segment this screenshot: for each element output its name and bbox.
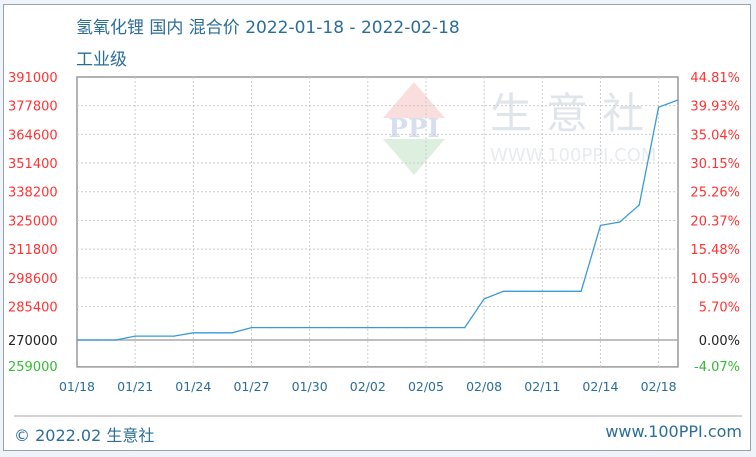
- data-point: [502, 290, 505, 292]
- series-line: [77, 99, 679, 341]
- data-point: [599, 224, 602, 227]
- y-left-tick-label: 364600: [8, 128, 58, 143]
- plot-border: [76, 76, 679, 368]
- data-point: [173, 335, 175, 337]
- data-point: [677, 99, 679, 101]
- watermark-brand: 生意社: [490, 89, 658, 138]
- x-tick-label: 02/08: [466, 379, 502, 394]
- data-point: [405, 327, 408, 329]
- x-tick-label: 02/14: [582, 379, 618, 394]
- x-tick-label: 01/27: [233, 379, 269, 394]
- y-right-tick-label: 15.48%: [690, 243, 740, 258]
- data-point: [464, 327, 466, 329]
- data-point: [76, 339, 78, 341]
- data-point: [95, 339, 97, 341]
- chart-frame: [3, 4, 751, 451]
- y-right-tick-label: -4.07%: [694, 360, 740, 375]
- x-tick-label: 02/11: [524, 379, 560, 394]
- x-tick-label: 01/18: [59, 379, 95, 394]
- y-right-tick-label: 30.15%: [690, 157, 740, 172]
- data-point: [134, 335, 136, 337]
- data-point: [115, 339, 117, 341]
- watermark: PPI 生意社 WWW.100PPI.COM: [383, 82, 658, 175]
- watermark-logo-up-icon: [383, 82, 445, 118]
- y-left-tick-label: 325000: [8, 214, 58, 229]
- y-left-tick-label: 311800: [8, 243, 58, 258]
- y-right-tick-label: 20.37%: [690, 214, 740, 229]
- data-point: [522, 290, 524, 292]
- x-tick-label: 02/02: [350, 379, 386, 394]
- data-point: [580, 290, 582, 292]
- y-left-tick-label: 377800: [8, 100, 58, 115]
- data-point: [309, 327, 311, 329]
- y-right-tick-label: 10.59%: [690, 272, 740, 287]
- data-point: [212, 332, 214, 334]
- data-point: [561, 290, 563, 292]
- data-point: [289, 327, 291, 329]
- x-tick-label: 02/05: [408, 379, 444, 394]
- data-point: [347, 327, 350, 329]
- watermark-logo-down-icon: [383, 139, 445, 175]
- data-point: [444, 327, 446, 329]
- x-tick-label: 01/30: [292, 379, 328, 394]
- x-tick-label: 02/18: [641, 379, 677, 394]
- footer-website[interactable]: www.100PPI.com: [605, 422, 742, 441]
- y-right-tick-label: 25.26%: [690, 186, 740, 201]
- y-right-tick-label: 44.81%: [690, 71, 740, 86]
- y-right-tick-label: 5.70%: [699, 301, 740, 316]
- watermark-logo-text: PPI: [388, 114, 439, 144]
- data-point: [328, 327, 330, 329]
- x-tick-label: 01/24: [175, 379, 211, 394]
- data-point: [270, 327, 272, 329]
- data-point: [425, 327, 427, 329]
- y-right-tick-label: 35.04%: [690, 128, 740, 143]
- data-point: [386, 327, 388, 329]
- y-right-tick-label: 39.93%: [690, 100, 740, 115]
- y-right-tick-label: 0.00%: [699, 334, 740, 349]
- data-point: [231, 332, 233, 334]
- y-left-tick-label: 298600: [8, 272, 58, 287]
- y-left-tick-label: 351400: [8, 157, 58, 172]
- data-point: [483, 298, 485, 300]
- y-left-tick-label: 285400: [8, 301, 58, 316]
- y-left-tick-label: 259000: [8, 360, 58, 375]
- data-point: [619, 221, 621, 223]
- y-left-tick-label: 270000: [8, 334, 58, 349]
- data-point: [658, 106, 660, 108]
- data-point: [367, 327, 369, 329]
- data-point: [638, 204, 640, 206]
- data-point: [541, 290, 543, 292]
- chart-subtitle: 工业级: [76, 50, 127, 70]
- data-point: [250, 327, 253, 329]
- footer-copyright: © 2022.02 生意社: [14, 426, 155, 445]
- y-left-tick-label: 338200: [8, 186, 58, 201]
- y-left-tick-label: 391000: [8, 71, 58, 86]
- chart-title: 氢氧化锂 国内 混合价 2022-01-18 - 2022-02-18: [76, 18, 460, 38]
- data-point: [153, 335, 156, 337]
- x-tick-label: 01/21: [117, 379, 153, 394]
- data-point: [192, 332, 194, 334]
- watermark-url: WWW.100PPI.COM: [490, 145, 656, 166]
